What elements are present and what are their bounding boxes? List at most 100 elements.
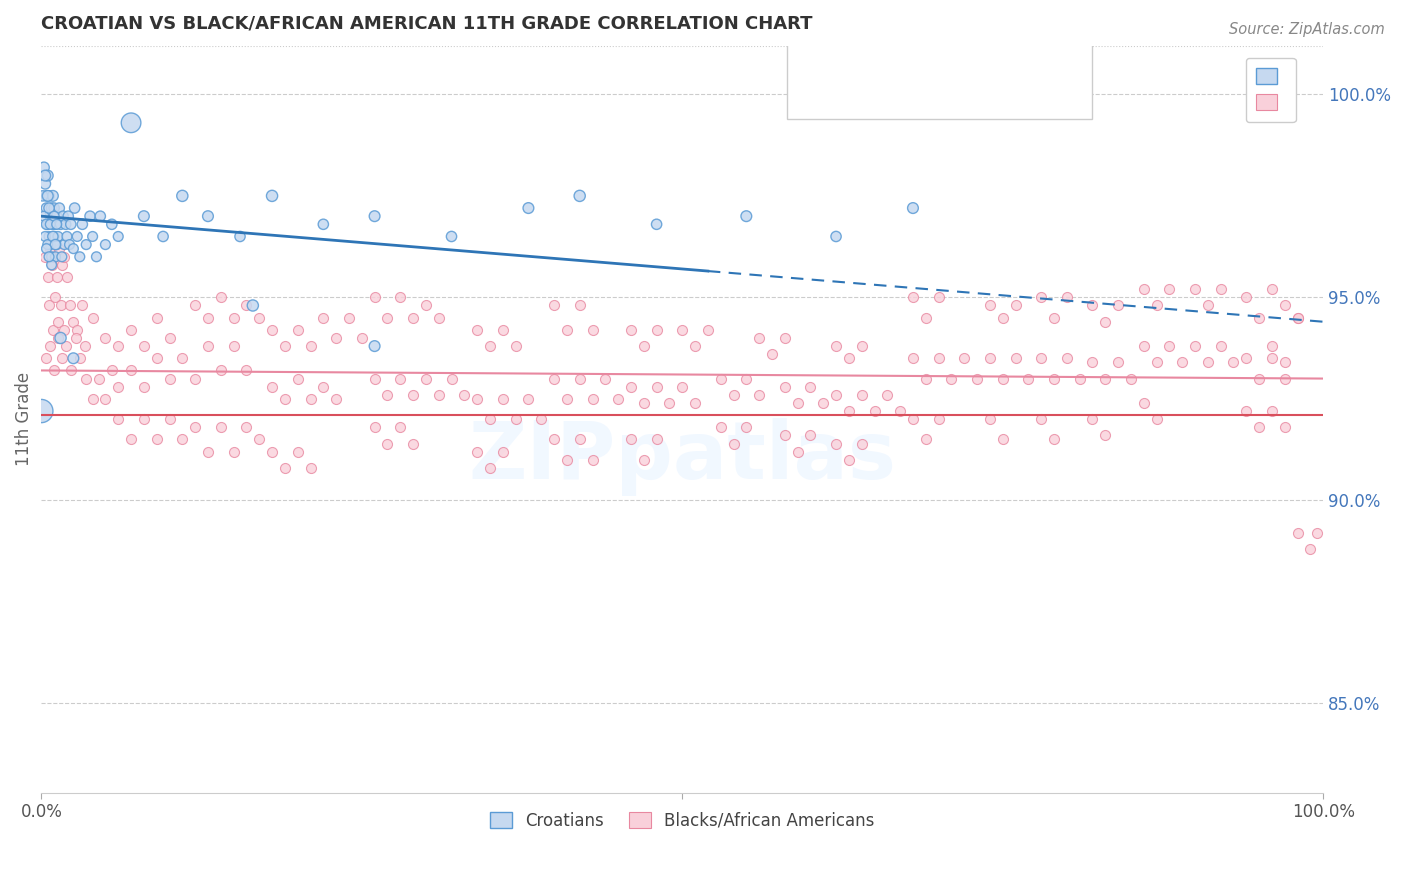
Point bbox=[44, 209, 66, 223]
Point bbox=[94, 331, 117, 345]
Point bbox=[235, 363, 257, 377]
Point bbox=[517, 201, 540, 215]
Point bbox=[723, 388, 745, 402]
Point bbox=[773, 428, 796, 442]
Point bbox=[1004, 351, 1026, 366]
Point bbox=[914, 310, 936, 325]
Point bbox=[1274, 420, 1296, 434]
Point bbox=[1081, 298, 1104, 312]
Point bbox=[44, 229, 66, 244]
Point bbox=[838, 351, 860, 366]
Point bbox=[132, 339, 155, 353]
Point bbox=[53, 250, 76, 264]
Point bbox=[1146, 298, 1168, 312]
Point bbox=[107, 380, 129, 394]
Point bbox=[159, 412, 181, 426]
Point bbox=[1274, 355, 1296, 369]
Point bbox=[209, 290, 232, 304]
Point bbox=[235, 420, 257, 434]
Point bbox=[1069, 371, 1091, 385]
Point bbox=[62, 242, 84, 256]
Point bbox=[1261, 351, 1284, 366]
Point bbox=[1286, 310, 1309, 325]
Point bbox=[38, 250, 60, 264]
Point bbox=[568, 189, 591, 203]
Point bbox=[901, 290, 924, 304]
Point bbox=[620, 323, 643, 337]
Point bbox=[581, 392, 603, 406]
Point bbox=[1171, 355, 1194, 369]
Point bbox=[82, 392, 104, 406]
Point bbox=[1107, 298, 1129, 312]
Point bbox=[172, 433, 194, 447]
Point bbox=[235, 298, 257, 312]
Point bbox=[287, 371, 309, 385]
Point bbox=[1234, 351, 1257, 366]
Point bbox=[966, 371, 988, 385]
Point bbox=[38, 229, 60, 244]
Point bbox=[44, 237, 66, 252]
Point bbox=[363, 209, 385, 223]
Point bbox=[377, 436, 399, 450]
Point bbox=[928, 412, 950, 426]
Point bbox=[45, 270, 67, 285]
Point bbox=[222, 444, 245, 458]
Point bbox=[66, 323, 89, 337]
Point bbox=[184, 420, 207, 434]
Text: -0.073: -0.073 bbox=[879, 54, 929, 70]
Point bbox=[35, 242, 58, 256]
Point bbox=[363, 290, 385, 304]
Point bbox=[35, 351, 58, 366]
Point bbox=[38, 298, 60, 312]
Text: N =: N = bbox=[952, 54, 997, 70]
Point bbox=[197, 444, 219, 458]
Point bbox=[46, 331, 69, 345]
Point bbox=[568, 433, 591, 447]
Point bbox=[851, 388, 873, 402]
Point bbox=[492, 444, 515, 458]
Point bbox=[1274, 371, 1296, 385]
Point bbox=[478, 412, 501, 426]
Point bbox=[1209, 282, 1232, 296]
Point bbox=[683, 396, 706, 410]
Point bbox=[389, 371, 412, 385]
Point bbox=[478, 339, 501, 353]
Point bbox=[32, 209, 55, 223]
Point bbox=[41, 258, 63, 272]
Point bbox=[658, 396, 681, 410]
Point bbox=[1056, 351, 1078, 366]
Point bbox=[62, 315, 84, 329]
Text: 82: 82 bbox=[1015, 54, 1043, 70]
Point bbox=[41, 201, 63, 215]
Point bbox=[633, 452, 655, 467]
Point bbox=[337, 310, 360, 325]
Point bbox=[773, 380, 796, 394]
Point bbox=[723, 436, 745, 450]
Point bbox=[287, 323, 309, 337]
Point bbox=[645, 380, 668, 394]
Point bbox=[427, 388, 450, 402]
Point bbox=[1029, 412, 1052, 426]
Point bbox=[928, 290, 950, 304]
Point bbox=[581, 323, 603, 337]
Y-axis label: 11th Grade: 11th Grade bbox=[15, 372, 32, 467]
Point bbox=[427, 310, 450, 325]
Point bbox=[56, 229, 79, 244]
Point bbox=[44, 290, 66, 304]
Point bbox=[87, 371, 110, 385]
Point bbox=[37, 169, 59, 183]
Point bbox=[1222, 355, 1244, 369]
Point bbox=[979, 412, 1001, 426]
Point bbox=[645, 323, 668, 337]
Text: Source: ZipAtlas.com: Source: ZipAtlas.com bbox=[1229, 22, 1385, 37]
Point bbox=[260, 323, 283, 337]
Point bbox=[402, 436, 425, 450]
Point bbox=[45, 209, 67, 223]
Point bbox=[748, 331, 770, 345]
Point bbox=[851, 436, 873, 450]
Point bbox=[260, 380, 283, 394]
Point bbox=[299, 392, 322, 406]
Point bbox=[325, 392, 347, 406]
Point bbox=[53, 237, 76, 252]
Point bbox=[465, 444, 488, 458]
